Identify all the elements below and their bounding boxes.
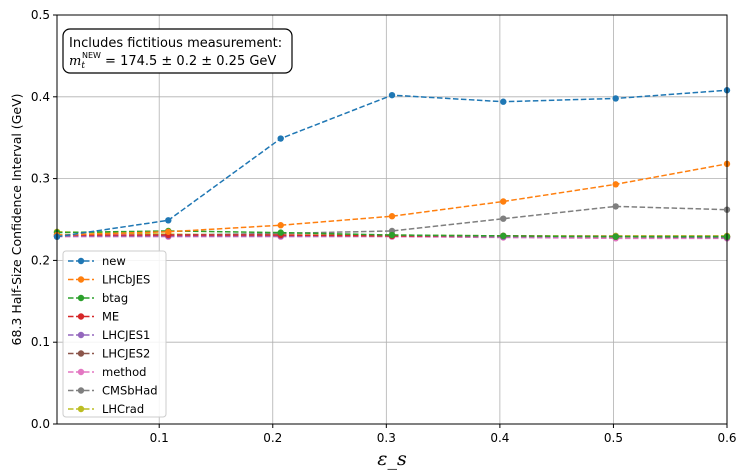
legend-item-LHCJES1: LHCJES1: [68, 328, 150, 342]
legend-item-method: method: [68, 365, 146, 379]
legend-label: LHCbJES: [102, 273, 150, 287]
legend-item-LHCJES2: LHCJES2: [68, 347, 150, 361]
data-point-new: [388, 91, 396, 99]
x-tick-label: 0.4: [490, 431, 509, 445]
annotation-line-2: mtNEW = 174.5 ± 0.2 ± 0.25 GeV: [69, 51, 276, 71]
x-tick-label: 0.5: [604, 431, 623, 445]
x-tick-label: 0.3: [377, 431, 396, 445]
y-tick-label: 0.5: [31, 8, 50, 22]
legend-swatch-marker: [77, 294, 85, 302]
y-axis: 0.0 0.1 0.2 0.3 0.4 0.5: [31, 8, 57, 431]
data-point-new: [277, 135, 284, 142]
legend-label: LHCJES2: [102, 347, 150, 361]
legend-item-LHCbJES: LHCbJES: [68, 273, 150, 287]
x-tick-label: 0.1: [150, 431, 169, 445]
legend-swatch-marker: [77, 405, 85, 413]
y-tick-label: 0.3: [31, 172, 50, 186]
data-point-new: [165, 217, 172, 224]
legend-frame: [62, 250, 167, 418]
annotation-line-1: Includes fictitious measurement:: [69, 36, 282, 51]
x-axis: 0.1 0.2 0.3 0.4 0.5 0.6: [150, 424, 737, 445]
data-point-btag: [388, 231, 396, 239]
legend-swatch-marker: [77, 257, 85, 265]
legend-label: LHCrad: [102, 402, 144, 416]
annotation-sub: t: [81, 61, 85, 71]
data-point-new: [612, 95, 619, 102]
data-point-btag: [612, 233, 619, 240]
x-tick-label: 0.6: [717, 431, 736, 445]
annotation-value: = 174.5 ± 0.2 ± 0.25 GeV: [101, 54, 277, 69]
data-point-CMSbHad: [612, 203, 619, 210]
legend-swatch-marker: [77, 331, 85, 339]
legend-item-new: new: [68, 254, 126, 268]
series-new: [53, 87, 731, 240]
annotation-box: Includes fictitious measurement: mtNEW =…: [62, 28, 293, 74]
legend-swatch-marker: [77, 313, 85, 320]
y-axis-label: 68.3 Half-Size Confidence Interval (GeV): [9, 94, 24, 346]
data-point-new: [500, 98, 507, 105]
legend-label: ME: [102, 310, 119, 324]
data-point-CMSbHad: [500, 215, 507, 222]
y-tick-label: 0.1: [31, 335, 50, 349]
series-LHCbJES: [53, 160, 731, 239]
x-axis-label: ε_s: [377, 448, 407, 470]
annotation-symbol: m: [69, 54, 81, 69]
legend-swatch-marker: [77, 387, 85, 394]
annotation-sup: NEW: [82, 51, 101, 60]
data-point-btag: [277, 229, 284, 236]
y-tick-label: 0.4: [31, 90, 50, 104]
legend-swatch-marker: [77, 368, 85, 376]
legend-label: CMSbHad: [102, 384, 158, 398]
plot-frame: [56, 14, 728, 425]
legend-label: LHCJES1: [102, 328, 150, 342]
y-tick-label: 0.0: [31, 417, 50, 431]
data-point-LHCbJES: [612, 181, 619, 188]
data-point-LHCbJES: [388, 213, 396, 220]
legend-swatch-marker: [77, 276, 85, 283]
legend-item-CMSbHad: CMSbHad: [68, 384, 158, 398]
legend-label: method: [102, 365, 146, 379]
data-point-LHCbJES: [165, 228, 172, 235]
data-point-btag: [500, 232, 507, 240]
legend-item-ME: ME: [68, 310, 119, 324]
legend-item-LHCrad: LHCrad: [68, 402, 144, 416]
legend: new LHCbJES btag ME LHCJES1 LHCJES2 method CMSb…: [62, 250, 167, 418]
legend-swatch-marker: [77, 350, 85, 357]
legend-item-btag: btag: [68, 291, 128, 305]
y-tick-label: 0.2: [31, 253, 50, 267]
legend-label: btag: [102, 291, 128, 305]
data-point-LHCbJES: [500, 198, 507, 205]
legend-label: new: [102, 254, 126, 268]
data-point-LHCbJES: [277, 222, 284, 229]
x-tick-label: 0.2: [263, 431, 282, 445]
